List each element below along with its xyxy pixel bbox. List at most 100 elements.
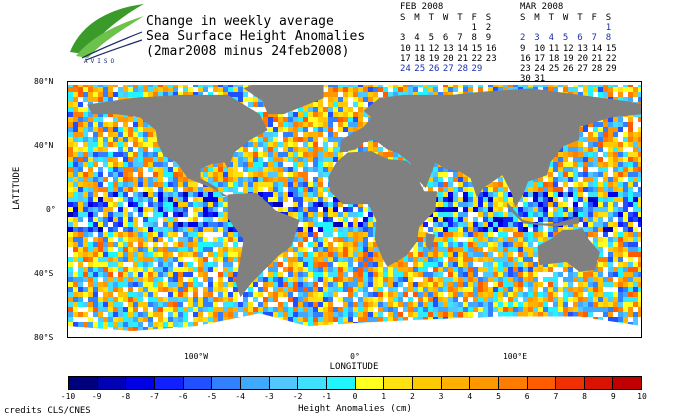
calendar-day: 11 [548,43,560,54]
lon-tick-100e: 100°E [502,352,528,361]
calendar-day: 14 [457,43,469,54]
lat-tick-0: 0° [46,205,56,214]
calendar-day: 7 [457,33,463,44]
colorbar-title: Height Anomalies (cm) [298,404,412,414]
colorbar-tick: -1 [321,392,332,401]
colorbar-tick: -2 [292,392,303,401]
calendar-day [591,23,605,33]
calendar-day: 8 [605,33,612,44]
calendar-weekday: S [520,13,526,23]
colorbar-swatch [384,377,413,389]
calendar-day: 2 [485,23,492,34]
calendar-day: 17 [534,53,546,64]
colorbar-swatch [240,377,270,389]
calendar-day: 7 [591,33,597,44]
calendar-day: 25 [548,63,560,74]
calendar-day: 12 [562,43,574,54]
calendar-day: 29 [605,63,617,74]
title-line-1: Change in weekly average [146,14,334,29]
sea-surface-height-map [67,81,642,338]
calendar-day: 3 [400,33,406,44]
colorbar-swatch [470,377,499,389]
colorbar-swatch [69,377,98,389]
calendar-day [520,23,534,33]
calendar-day [486,64,500,74]
calendar-day [429,23,443,33]
calendar-day: 8 [471,33,477,44]
calendar-weekday: W [442,13,449,23]
calendar-day [549,23,563,33]
calendar-day: 6 [577,33,583,44]
colorbar-tick: -9 [91,392,102,401]
calendar-weekday: S [485,13,492,23]
calendar-day: 23 [520,63,531,74]
calendar-day [443,23,457,33]
calendar-day [457,23,471,33]
calendar-weekday: T [577,13,583,23]
colorbar-tick: -4 [235,392,246,401]
lon-tick-0: 0° [350,352,360,361]
calendar-day: 30 [520,74,531,85]
calendar-day: 22 [605,53,617,64]
colorbar-tick: -3 [264,392,274,401]
calendar-day: 28 [457,63,469,74]
arctic-ice [68,82,641,85]
calendar-day: 4 [548,33,555,44]
calendar-day: 5 [428,33,435,44]
calendar-day [577,23,591,33]
map-title: Change in weekly average Sea Surface Hei… [146,14,365,59]
colorbar-tick: 2 [409,392,415,401]
colorbar-tick: -5 [206,392,217,401]
land-mass [227,192,300,298]
calendar-day: 27 [577,63,589,74]
logo-text: AVISO [84,58,118,65]
calendar-day: 22 [471,53,483,64]
map-canvas [68,82,641,337]
calendar-week-row: 10 11 12 13 14 15 16 [400,44,500,54]
calendar-weekday: S [400,13,406,23]
calendar-day: 16 [520,53,531,64]
calendar-weekday: S [605,13,612,23]
calendar-day: 20 [442,53,454,64]
calendar-day: 17 [400,53,411,64]
calendar-day: 9 [485,33,492,44]
colorbar-tick: -8 [120,392,131,401]
calendar-weekday: W [562,13,569,23]
land-mass [87,94,268,198]
land-mass [243,82,324,115]
calendar-weekday: M [534,13,540,23]
calendar-day: 31 [534,74,546,85]
calendar-day: 14 [591,43,603,54]
lat-tick-80n: 80°N [34,77,54,86]
land-mass [507,202,580,227]
colorbar-tick: 10 [637,392,647,401]
calendar-day: 12 [428,43,440,54]
colorbar-tick: 0 [352,392,358,401]
colorbar-swatch [298,377,327,389]
colorbar-swatch [154,377,184,389]
calendar-day: 27 [442,63,454,74]
lat-tick-80s: 80°S [34,333,54,342]
colorbar-tick: 8 [582,392,588,401]
calendar-month-label: FEB 2008 [400,2,444,12]
calendar-day: 21 [591,53,603,64]
calendar-week-row: 24 25 26 27 28 29 [400,64,500,74]
land-mass [339,88,641,208]
antarctic-ice [68,313,641,337]
calendar-day: 9 [520,43,526,54]
calendar-day: 13 [577,43,589,54]
colorbar-tick: 5 [496,392,501,401]
colorbar-tick: 6 [524,392,530,401]
calendar-week-row: 9 10 11 12 13 14 15 [520,44,620,54]
land-mass [537,228,600,272]
calendar-week-row: 16 17 18 19 20 21 22 [520,54,620,64]
lat-tick-40s: 40°S [34,269,54,278]
calendar-day: 16 [485,43,497,54]
colorbar-tick: 1 [381,392,387,401]
colorbar-tick: -7 [149,392,159,401]
colorbar-swatch [212,377,241,389]
colorbar-swatch [126,377,155,389]
